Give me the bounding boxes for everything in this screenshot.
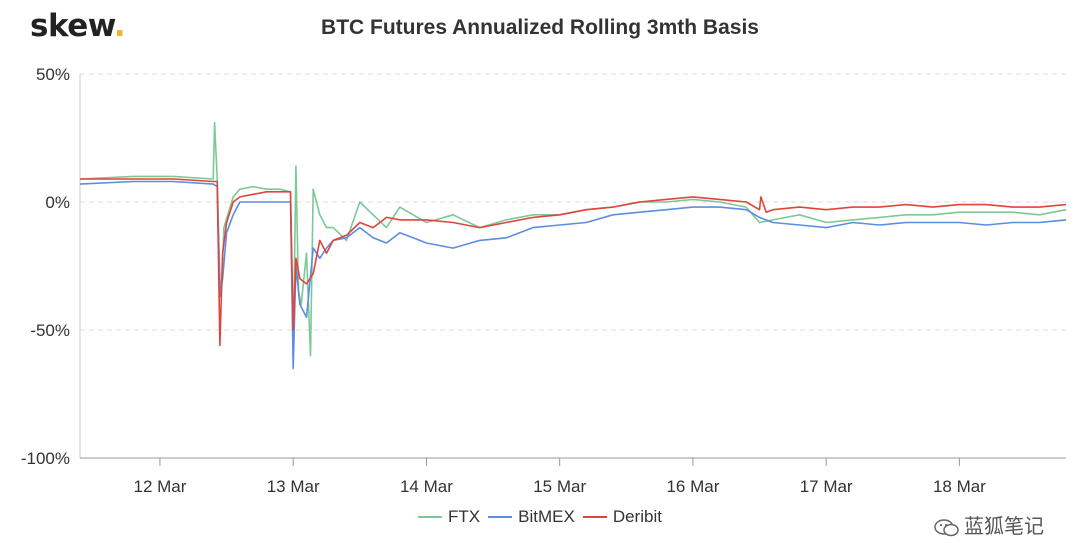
series-line-bitmex	[79, 180, 1067, 370]
logo-text: skew	[30, 8, 114, 44]
watermark-text: 蓝狐笔记	[964, 514, 1044, 538]
x-tick-label: 13 Mar	[267, 477, 320, 496]
legend-label: FTX	[448, 507, 481, 526]
legend-item-deribit[interactable]: Deribit	[582, 507, 662, 527]
legend-swatch	[418, 515, 443, 518]
legend: FTX BitMEX Deribit	[0, 507, 1080, 527]
legend-item-bitmex[interactable]: BitMEX	[488, 507, 575, 527]
x-tick-label: 15 Mar	[533, 477, 586, 496]
y-tick-label: 50%	[36, 65, 70, 84]
legend-item-ftx[interactable]: FTX	[418, 507, 480, 527]
legend-swatch	[488, 515, 513, 518]
grid-layer	[80, 73, 1066, 331]
series-line-ftx	[79, 121, 1067, 357]
legend-swatch	[582, 515, 607, 518]
logo-dot: .	[113, 8, 126, 44]
legend-label: BitMEX	[518, 507, 575, 526]
skew-logo: skew.	[30, 8, 126, 44]
chart-title: BTC Futures Annualized Rolling 3mth Basi…	[321, 16, 759, 39]
series-layer	[79, 121, 1067, 370]
x-tick-label: 18 Mar	[933, 477, 986, 496]
x-tick-label: 17 Mar	[800, 477, 853, 496]
y-tick-label: 0%	[45, 193, 70, 212]
series-line-deribit	[80, 178, 1067, 347]
x-tick-label: 14 Mar	[400, 477, 453, 496]
watermark: 蓝狐笔记	[934, 510, 1044, 539]
legend-label: Deribit	[612, 507, 662, 526]
x-tick-label: 16 Mar	[666, 477, 719, 496]
y-tick-label: -100%	[21, 449, 70, 468]
x-tick-label: 12 Mar	[133, 477, 186, 496]
y-tick-label: -50%	[30, 321, 70, 340]
axis-layer: 50% 0% -50% -100% 12 Mar 13 Mar 14 Mar 15 Mar 16…	[21, 65, 1066, 496]
wechat-bubble-icon	[934, 518, 959, 536]
